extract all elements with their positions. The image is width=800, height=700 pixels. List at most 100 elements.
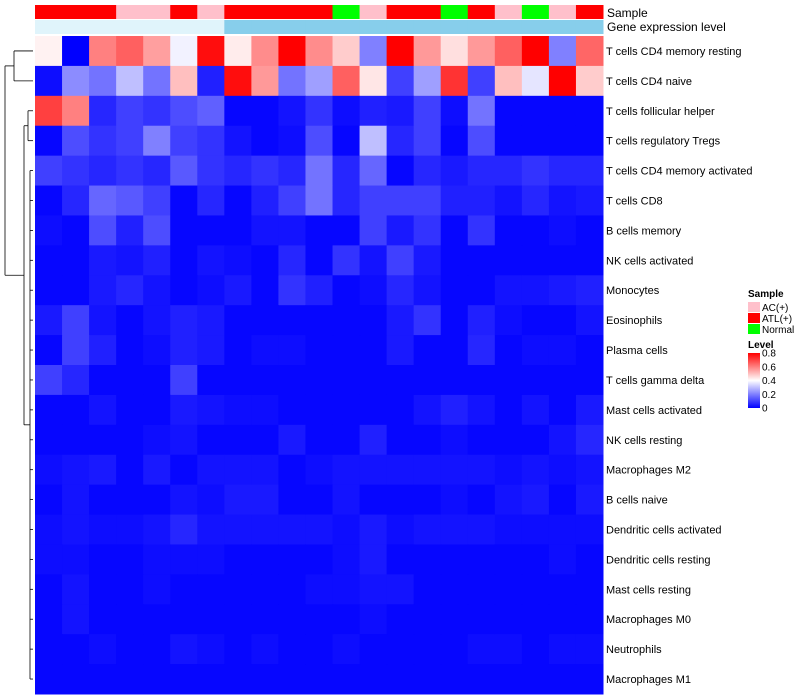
heatmap-cell: [359, 36, 388, 67]
heatmap-cell: [548, 275, 577, 306]
heatmap-cell: [575, 185, 604, 216]
legend-tick-label: 0.2: [762, 390, 776, 401]
heatmap-cell: [413, 215, 442, 246]
heatmap-cell: [170, 604, 198, 635]
heatmap-cell: [467, 394, 496, 426]
heatmap-cell: [494, 424, 523, 456]
heatmap-cell: [224, 335, 252, 366]
heatmap-cell: [305, 604, 334, 635]
heatmap-cell: [386, 634, 415, 665]
heatmap-cell: [89, 155, 117, 187]
heatmap-cell: [548, 484, 577, 516]
heatmap-cell: [440, 544, 469, 575]
heatmap-cell: [413, 454, 442, 486]
sample-annotation-cell: [170, 5, 198, 19]
heatmap-cell: [143, 95, 171, 127]
heatmap-cell: [62, 544, 90, 575]
heatmap-cell: [332, 365, 361, 396]
heatmap-cell: [521, 335, 550, 366]
heatmap-cell: [548, 514, 577, 545]
row-label: NK cells resting: [606, 435, 682, 447]
heatmap-cell: [332, 125, 361, 157]
heatmap-cell: [224, 36, 252, 67]
heatmap-cell: [359, 394, 388, 426]
heatmap-cell: [251, 65, 279, 97]
heatmap-cell: [494, 65, 523, 97]
heatmap-cell: [359, 125, 388, 157]
legend-sample-entries: AC(+)ATL(+)Normal: [748, 302, 794, 336]
annotation-bars: [35, 5, 604, 34]
heatmap-cell: [521, 125, 550, 157]
sample-annotation-cell: [62, 5, 90, 19]
heatmap-cell: [251, 634, 279, 665]
heatmap-cell: [413, 484, 442, 516]
heatmap-cell: [467, 215, 496, 246]
heatmap-cell: [170, 125, 198, 157]
heatmap-cell: [62, 394, 90, 426]
heatmap-cell: [521, 305, 550, 336]
row-label: T cells CD8: [606, 196, 663, 208]
heatmap-cell: [386, 604, 415, 635]
expression-annotation-cell: [332, 20, 361, 34]
heatmap-cell: [521, 245, 550, 276]
heatmap-cell: [440, 155, 469, 187]
heatmap-cell: [332, 604, 361, 635]
heatmap-cell: [89, 275, 117, 306]
legend-entry-label: ATL(+): [762, 314, 792, 325]
heatmap-cell: [332, 65, 361, 97]
heatmap-cell: [116, 155, 144, 187]
expression-annotation-cell: [359, 20, 388, 34]
heatmap-cell: [440, 125, 469, 157]
heatmap-cell: [197, 95, 225, 127]
heatmap-cell: [251, 95, 279, 127]
heatmap-cell: [440, 664, 469, 695]
heatmap-cell: [413, 245, 442, 276]
heatmap-cell: [143, 454, 171, 486]
heatmap-cell: [548, 454, 577, 486]
heatmap-cell: [224, 544, 252, 575]
heatmap-cell: [521, 275, 550, 306]
heatmap-cell: [521, 454, 550, 486]
heatmap-cell: [359, 514, 388, 545]
heatmap-cell: [224, 275, 252, 306]
heatmap-cell: [413, 664, 442, 695]
heatmap-cell: [467, 245, 496, 276]
sample-annotation-cell: [197, 5, 225, 19]
heatmap-cell: [467, 95, 496, 127]
heatmap-cell: [62, 664, 90, 695]
heatmap-cell: [35, 574, 63, 605]
heatmap-cell: [359, 365, 388, 396]
heatmap-cell: [197, 484, 225, 516]
heatmap-cell: [494, 155, 523, 187]
row-label: Macrophages M1: [606, 674, 691, 686]
row-label: Mast cells activated: [606, 405, 702, 417]
legend-level-ticks: 0.8 0.6 0.4 0.2 0: [762, 349, 776, 415]
heatmap-cell: [116, 634, 144, 665]
sample-annotation-cell: [278, 5, 306, 19]
heatmap-cell: [62, 245, 90, 276]
heatmap-cell: [494, 335, 523, 366]
heatmap-cell: [278, 604, 306, 635]
heatmap-cell: [197, 305, 225, 336]
heatmap-cell: [89, 574, 117, 605]
heatmap-cell: [440, 95, 469, 127]
heatmap-cell: [359, 484, 388, 516]
heatmap-cell: [62, 574, 90, 605]
heatmap-cell: [251, 514, 279, 545]
expression-annotation-cell: [575, 20, 604, 34]
heatmap-cell: [548, 215, 577, 246]
heatmap-cell: [278, 125, 306, 157]
expression-annotation-cell: [143, 20, 171, 34]
heatmap-cell: [413, 574, 442, 605]
heatmap-cell: [251, 484, 279, 516]
heatmap-cell: [116, 394, 144, 426]
heatmap-cell: [386, 215, 415, 246]
heatmap-cell: [548, 424, 577, 456]
heatmap-cell: [278, 394, 306, 426]
legend-tick-label: 0: [762, 404, 768, 415]
heatmap-cell: [575, 484, 604, 516]
heatmap-cell: [494, 365, 523, 396]
heatmap-cell: [359, 65, 388, 97]
heatmap-cell: [278, 424, 306, 456]
heatmap-cell: [386, 185, 415, 216]
